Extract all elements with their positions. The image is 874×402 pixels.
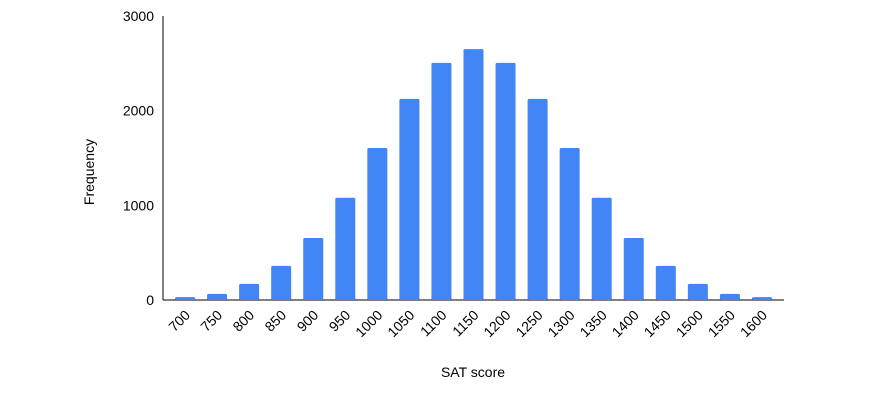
x-tick-label: 700 bbox=[165, 307, 193, 335]
bar bbox=[271, 265, 292, 300]
x-axis-label: SAT score bbox=[441, 364, 505, 380]
x-tick-label: 1200 bbox=[480, 307, 513, 340]
bar bbox=[719, 293, 740, 300]
x-tick-label: 1500 bbox=[673, 307, 706, 340]
x-tick-label: 1300 bbox=[544, 307, 577, 340]
x-tick-label: 1250 bbox=[512, 307, 545, 340]
bar bbox=[335, 197, 356, 300]
bar bbox=[591, 197, 612, 300]
bar bbox=[367, 148, 388, 300]
y-tick-label: 2000 bbox=[123, 103, 154, 119]
x-tick-label: 900 bbox=[294, 307, 322, 335]
bar bbox=[207, 293, 228, 300]
x-tick-label: 1050 bbox=[384, 307, 417, 340]
x-tick-label: 1450 bbox=[641, 307, 674, 340]
bar bbox=[239, 283, 260, 300]
bar bbox=[463, 49, 484, 301]
bar bbox=[495, 62, 516, 300]
x-tick-label: 1150 bbox=[449, 307, 482, 340]
bar bbox=[559, 148, 580, 300]
bar bbox=[623, 237, 644, 300]
y-tick-label: 1000 bbox=[123, 197, 154, 213]
x-tick-label: 750 bbox=[197, 307, 225, 335]
x-tick-label: 1550 bbox=[705, 307, 738, 340]
y-axis-label: Frequency bbox=[81, 139, 97, 205]
bar bbox=[431, 62, 452, 300]
x-tick-label: 800 bbox=[229, 307, 257, 335]
bar bbox=[175, 297, 196, 300]
bar bbox=[399, 98, 420, 300]
x-tick-label: 950 bbox=[326, 307, 354, 335]
x-tick-label: 1600 bbox=[737, 307, 770, 340]
bar bbox=[687, 283, 708, 300]
bar bbox=[527, 98, 548, 300]
y-tick-label: 3000 bbox=[123, 8, 154, 24]
bar bbox=[655, 265, 676, 300]
bar bbox=[303, 237, 324, 300]
y-tick-label: 0 bbox=[146, 292, 154, 308]
bar bbox=[751, 297, 772, 300]
x-tick-label: 850 bbox=[261, 307, 289, 335]
x-tick-label: 1350 bbox=[576, 307, 609, 340]
x-tick-label: 1100 bbox=[417, 307, 450, 340]
x-tick-label: 1000 bbox=[352, 307, 385, 340]
x-tick-label: 1400 bbox=[609, 307, 642, 340]
